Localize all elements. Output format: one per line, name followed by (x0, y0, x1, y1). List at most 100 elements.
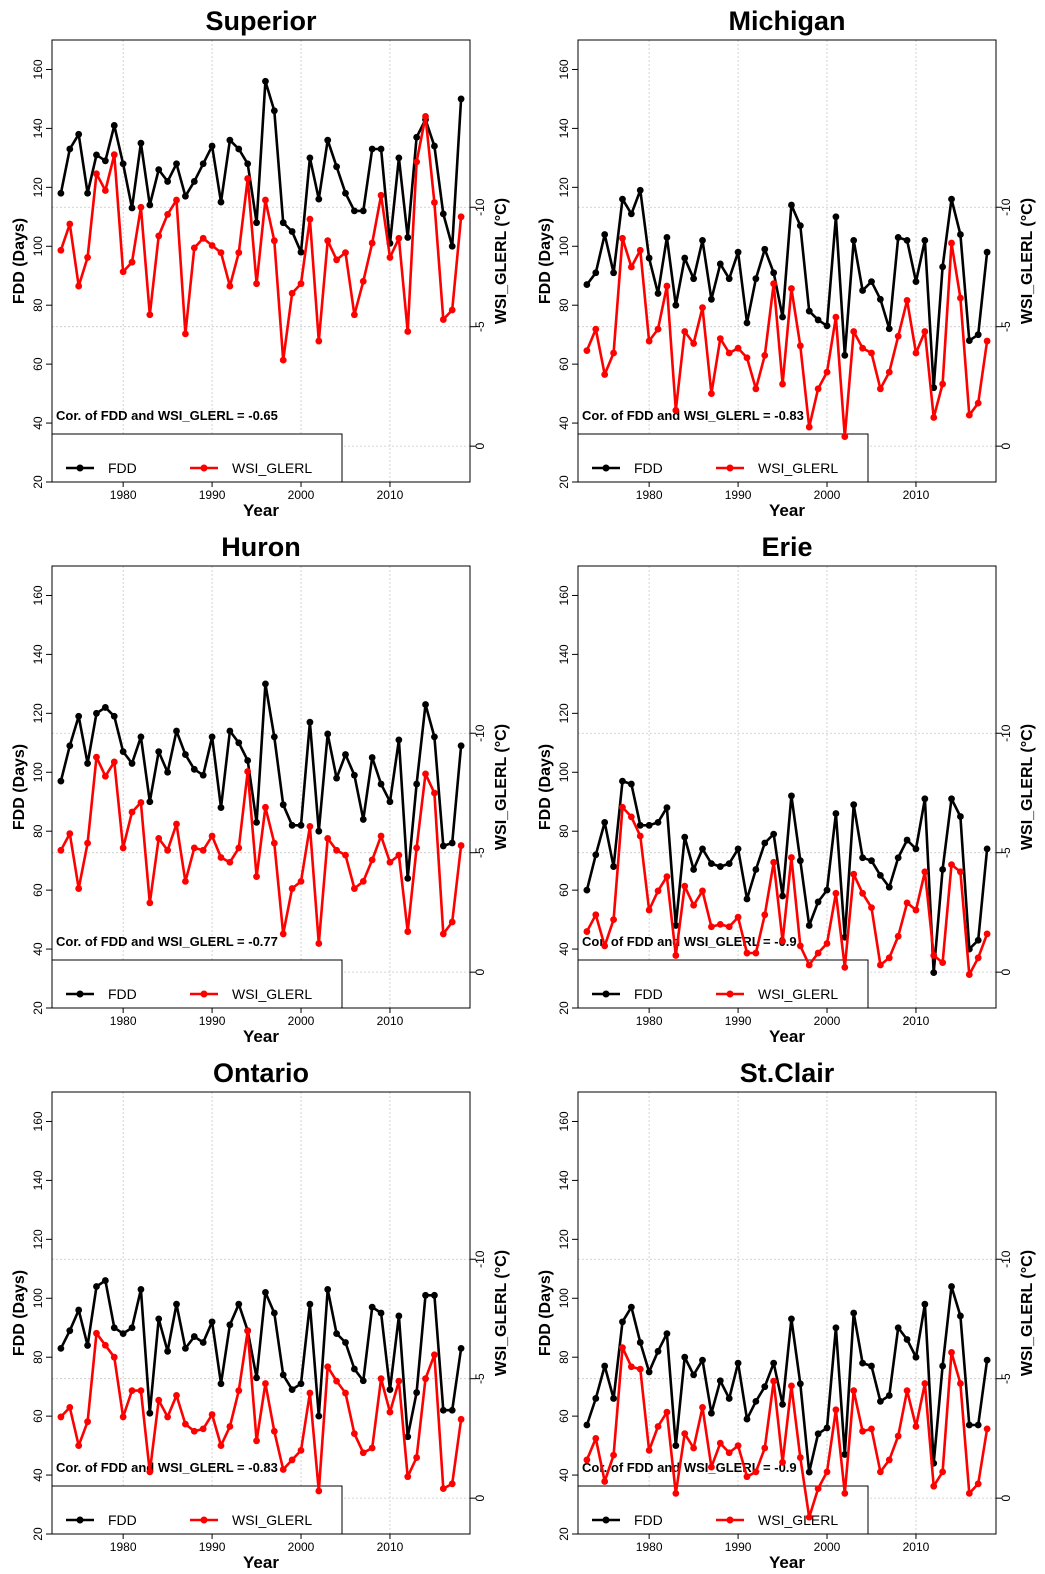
y-tick-label: 140 (31, 644, 45, 664)
data-point-wsi_glerl (885, 368, 893, 376)
y-tick-label: 100 (557, 1288, 571, 1308)
data-point-wsi_glerl (110, 1353, 118, 1361)
data-point-wsi_glerl (885, 1456, 893, 1464)
data-point-wsi_glerl (377, 191, 385, 199)
x-tick-label: 1980 (110, 488, 137, 502)
data-point-wsi_glerl (948, 861, 955, 869)
data-point-wsi_glerl (690, 1444, 698, 1452)
data-point-fdd (850, 1309, 858, 1317)
data-point-wsi_glerl (431, 199, 438, 206)
data-point-fdd (832, 1324, 840, 1332)
data-point-fdd (876, 872, 884, 879)
data-point-fdd (743, 319, 751, 327)
data-point-fdd (725, 860, 733, 868)
data-point-wsi_glerl (627, 813, 635, 821)
y-axis-label: FDD (Days) (11, 1270, 28, 1356)
y2-tick-label: -5 (473, 321, 487, 332)
data-point-wsi_glerl (66, 830, 74, 837)
data-point-wsi_glerl (876, 961, 884, 969)
data-point-fdd (699, 845, 706, 853)
data-point-wsi_glerl (324, 834, 332, 842)
data-point-wsi_glerl (850, 870, 858, 878)
data-point-wsi_glerl (244, 1327, 252, 1335)
legend-label: WSI_GLERL (232, 1512, 312, 1528)
legend-marker (200, 1516, 208, 1524)
data-point-fdd (894, 854, 902, 862)
data-point-wsi_glerl (974, 399, 982, 407)
data-point-wsi_glerl (422, 113, 429, 120)
y-tick-label: 40 (31, 416, 45, 430)
data-point-fdd (431, 1291, 438, 1299)
legend-label: WSI_GLERL (232, 986, 312, 1002)
data-point-fdd (627, 1303, 635, 1311)
data-point-fdd (128, 204, 136, 212)
data-point-wsi_glerl (814, 1485, 822, 1493)
legend (577, 433, 869, 483)
data-point-fdd (386, 1386, 394, 1394)
data-point-fdd (244, 757, 252, 764)
data-point-fdd (814, 316, 822, 324)
data-point-wsi_glerl (386, 858, 394, 866)
data-point-wsi_glerl (716, 920, 724, 928)
data-point-wsi_glerl (654, 1423, 662, 1430)
data-point-fdd (974, 1421, 982, 1429)
data-point-wsi_glerl (164, 211, 172, 218)
data-point-fdd (288, 228, 296, 235)
x-axis-label: Year (243, 1027, 279, 1046)
data-point-wsi_glerl (324, 1363, 332, 1371)
data-point-wsi_glerl (948, 239, 955, 247)
data-point-fdd (796, 222, 804, 230)
data-point-wsi_glerl (226, 1423, 234, 1430)
y2-tick-label: -10 (999, 724, 1013, 742)
data-point-wsi_glerl (359, 877, 367, 885)
data-point-fdd (725, 275, 733, 283)
x-tick-label: 2000 (288, 488, 315, 502)
data-point-wsi_glerl (645, 1446, 653, 1454)
data-point-wsi_glerl (439, 930, 447, 938)
data-point-fdd (279, 219, 287, 227)
data-point-fdd (690, 866, 698, 873)
y2-tick-label: -5 (473, 1373, 487, 1384)
data-point-wsi_glerl (841, 1489, 849, 1497)
data-point-wsi_glerl (779, 380, 786, 388)
data-point-fdd (921, 795, 929, 803)
data-point-wsi_glerl (226, 858, 234, 866)
y2-tick-label: -5 (999, 321, 1013, 332)
data-point-fdd (983, 248, 991, 256)
y-tick-label: 40 (557, 942, 571, 956)
series-line-wsi_glerl (585, 1346, 989, 1519)
panel-michigan: Michigan 20 40 60 80 100 120 140 160 FDD (Days) 0 -… (537, 6, 1036, 520)
data-point-wsi_glerl (894, 1432, 902, 1440)
data-point-fdd (350, 771, 358, 779)
y2-axis-label: WSI_GLERL (°C) (1019, 1250, 1036, 1376)
data-point-fdd (805, 307, 813, 315)
data-point-fdd (306, 1300, 314, 1308)
data-point-wsi_glerl (761, 911, 769, 919)
data-point-wsi_glerl (770, 858, 778, 866)
data-point-fdd (235, 1300, 243, 1308)
data-point-fdd (734, 845, 742, 853)
x-axis-label: Year (769, 1553, 805, 1572)
y2-tick-label: -5 (473, 847, 487, 858)
data-point-wsi_glerl (128, 258, 136, 266)
y-tick-label: 120 (557, 1229, 571, 1249)
x-tick-label: 2010 (903, 1540, 930, 1554)
data-point-wsi_glerl (297, 877, 305, 885)
data-point-fdd (752, 275, 760, 283)
data-point-fdd (395, 154, 403, 162)
data-point-fdd (619, 777, 626, 785)
chart-title: Erie (761, 532, 812, 562)
data-point-fdd (903, 236, 911, 244)
data-point-wsi_glerl (708, 390, 715, 397)
data-point-wsi_glerl (876, 385, 884, 393)
data-point-wsi_glerl (859, 344, 866, 352)
data-point-wsi_glerl (663, 1408, 671, 1416)
data-point-fdd (752, 1398, 760, 1405)
data-point-wsi_glerl (752, 1468, 760, 1476)
data-point-wsi_glerl (743, 949, 751, 957)
data-point-wsi_glerl (395, 234, 403, 242)
data-point-wsi_glerl (716, 1439, 724, 1447)
data-point-wsi_glerl (128, 1387, 136, 1395)
y2-tick-label: 0 (473, 443, 487, 450)
